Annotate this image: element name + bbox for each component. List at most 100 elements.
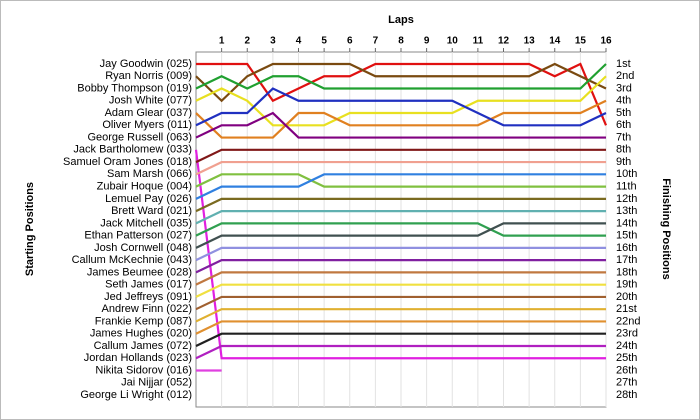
start-label: George Li Wright (012) — [80, 389, 192, 401]
position-line — [195, 197, 606, 213]
position-line — [195, 111, 606, 139]
finish-label: 13th — [616, 205, 637, 217]
position-line — [195, 87, 607, 127]
finish-label: 3rd — [616, 82, 632, 94]
start-label: Brett Ward (021) — [111, 205, 192, 217]
finish-label: 12th — [616, 193, 637, 205]
start-label: Callum James (072) — [94, 340, 192, 352]
start-label: Ethan Patterson (027) — [84, 230, 192, 242]
position-line — [195, 62, 607, 103]
position-line — [195, 332, 606, 347]
start-label: James Beumee (028) — [87, 266, 192, 278]
x-tick-label: 15 — [575, 36, 587, 47]
position-line — [195, 222, 606, 237]
position-line — [196, 62, 608, 126]
finish-label: 11th — [616, 180, 637, 192]
start-label: Jay Goodwin (025) — [100, 58, 192, 70]
x-tick-label: 6 — [347, 36, 353, 47]
finish-label: 16th — [616, 242, 637, 254]
x-tick-label: 8 — [398, 36, 404, 47]
x-tick-label: 10 — [447, 36, 459, 47]
start-label: Samuel Oram Jones (018) — [63, 156, 192, 168]
position-line — [195, 271, 606, 286]
start-label: Bobby Thompson (019) — [77, 82, 192, 94]
x-tick-label: 14 — [549, 36, 561, 47]
position-line — [195, 148, 606, 164]
position-line — [195, 308, 606, 323]
chart-title: Laps — [388, 14, 414, 26]
start-label: Josh White (077) — [109, 95, 192, 107]
position-line — [195, 63, 607, 90]
start-label: Sam Marsh (066) — [107, 168, 192, 180]
finish-label: 1st — [616, 58, 631, 70]
y2-axis-title: Finishing Positions — [660, 178, 672, 279]
position-line — [195, 246, 606, 262]
position-line — [194, 149, 606, 360]
finish-label: 15th — [616, 230, 637, 242]
x-tick-label: 12 — [498, 36, 510, 47]
x-tick-label: 7 — [373, 36, 379, 47]
finish-label: 23rd — [616, 328, 638, 340]
finish-label: 18th — [616, 266, 637, 278]
finish-label: 19th — [616, 279, 637, 291]
x-tick-label: 4 — [296, 36, 302, 47]
start-label: Josh Cornwell (048) — [94, 242, 192, 254]
finish-label: 28th — [616, 389, 637, 401]
position-line — [195, 320, 606, 335]
finish-label: 27th — [616, 377, 637, 389]
position-line — [195, 222, 606, 249]
finish-label: 10th — [616, 168, 637, 180]
start-label: Adam Glear (037) — [105, 107, 192, 119]
x-tick-label: 16 — [600, 36, 612, 47]
position-line — [195, 173, 606, 200]
start-label: Seth James (017) — [105, 279, 192, 291]
x-tick-label: 13 — [524, 36, 536, 47]
start-label: Jack Mitchell (035) — [100, 217, 192, 229]
x-tick-label: 5 — [321, 36, 327, 47]
finish-label: 21st — [616, 303, 637, 315]
finish-label: 4th — [616, 95, 631, 107]
position-line — [195, 295, 606, 311]
start-label: Frankie Kemp (087) — [95, 315, 192, 327]
position-line — [195, 173, 606, 188]
position-line — [195, 344, 606, 360]
finish-label: 2nd — [616, 70, 634, 82]
start-label: Ryan Norris (009) — [105, 70, 192, 82]
finish-label: 22nd — [616, 315, 640, 327]
finish-label: 14th — [616, 217, 637, 229]
start-label: Jordan Hollands (023) — [84, 352, 192, 364]
position-line — [195, 210, 606, 225]
start-label: Jack Bartholomew (033) — [73, 144, 192, 156]
finish-label: 9th — [616, 156, 631, 168]
start-label: Callum McKechnie (043) — [72, 254, 192, 266]
start-label: Nikita Sidorov (016) — [95, 364, 192, 376]
x-tick-label: 11 — [473, 36, 484, 47]
finish-label: 20th — [616, 291, 637, 303]
x-tick-label: 2 — [244, 36, 250, 47]
start-label: Jed Jeffreys (091) — [104, 291, 192, 303]
x-tick-label: 1 — [219, 36, 225, 47]
position-line — [195, 99, 607, 139]
start-label: Lemuel Pay (026) — [105, 193, 192, 205]
x-tick-label: 3 — [270, 36, 276, 47]
position-line — [195, 160, 606, 176]
finish-label: 25th — [616, 352, 637, 364]
start-label: Zubair Hoque (004) — [97, 180, 192, 192]
finish-label: 24th — [616, 340, 637, 352]
finish-label: 8th — [616, 144, 631, 156]
position-line — [195, 259, 606, 274]
finish-label: 6th — [616, 119, 631, 131]
finish-label: 7th — [616, 131, 631, 143]
x-tick-label: 9 — [424, 36, 430, 47]
start-label: Jai Nijjar (052) — [121, 377, 192, 389]
start-label: Oliver Myers (011) — [102, 119, 192, 131]
finish-label: 5th — [616, 107, 631, 119]
start-label: George Russell (063) — [87, 131, 192, 143]
position-line — [195, 283, 606, 298]
start-label: James Hughes (020) — [90, 328, 192, 340]
start-label: Andrew Finn (022) — [102, 303, 193, 315]
finish-label: 17th — [616, 254, 637, 266]
y-axis-title: Starting Positions — [24, 182, 36, 276]
finish-label: 26th — [616, 364, 637, 376]
